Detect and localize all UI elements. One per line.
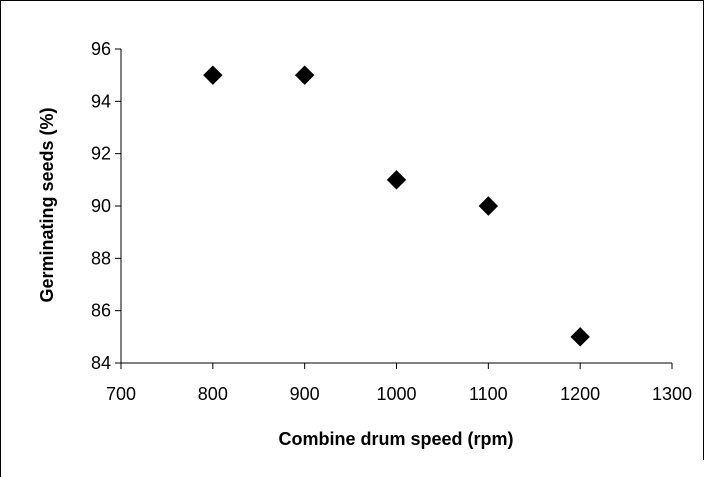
data-point-diamond <box>570 327 590 347</box>
y-tick-label: 86 <box>91 301 111 321</box>
data-point-diamond <box>478 196 499 216</box>
x-tick-label: 1000 <box>376 384 416 404</box>
y-tick-label: 96 <box>91 39 111 59</box>
x-tick-label: 1200 <box>560 384 600 404</box>
x-tick-label: 900 <box>290 384 320 404</box>
x-tick-label: 800 <box>198 384 228 404</box>
data-points <box>203 65 590 347</box>
x-axis-title: Combine drum speed (rpm) <box>278 429 513 449</box>
y-axis-title: Germinating seeds (%) <box>37 107 57 302</box>
x-tick-label: 1100 <box>469 384 508 404</box>
axes <box>120 49 672 364</box>
y-tick-label: 90 <box>91 196 111 216</box>
data-point-diamond <box>294 65 315 85</box>
x-axis-ticks: 700 800 900 1000 1100 1200 1300 <box>106 363 692 404</box>
data-point-diamond <box>386 170 407 190</box>
data-point-diamond <box>203 65 223 85</box>
y-tick-label: 94 <box>91 91 111 111</box>
y-tick-label: 84 <box>91 353 111 373</box>
y-tick-label: 92 <box>91 144 111 164</box>
chart-frame-edge <box>0 460 1 477</box>
x-tick-label: 1300 <box>652 384 692 404</box>
x-tick-label: 700 <box>106 384 136 404</box>
y-axis-ticks: 84 86 88 90 92 94 96 <box>91 39 121 373</box>
chart-frame <box>0 0 704 460</box>
y-tick-label: 88 <box>91 248 111 268</box>
